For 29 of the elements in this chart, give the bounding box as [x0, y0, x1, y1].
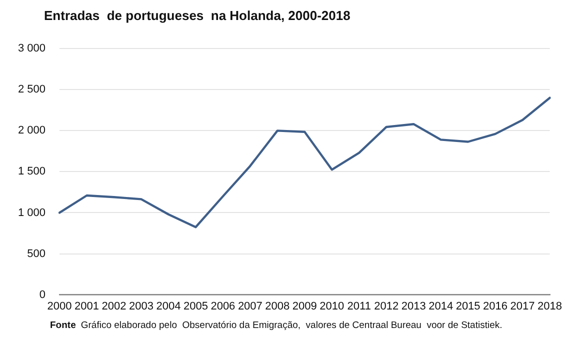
text: Gráfico elaborado pelo Observatório da Emigração, valores de Centraal Bureau voor de Statistiek.: [80, 320, 502, 331]
chart-title: Entradas de portugueses na Holanda, 2000-2018: [44, 8, 350, 23]
x-tick-label: 2006: [210, 300, 236, 312]
x-tick-label: 2014: [428, 300, 454, 312]
x-tick-label: 2008: [265, 300, 290, 312]
x-tick-label: 2001: [74, 300, 100, 312]
x-tick-label: 2012: [374, 300, 399, 312]
y-tick-label: 1 000: [18, 206, 46, 219]
x-tick-label: 2005: [183, 300, 208, 312]
x-tick-label: 2018: [538, 300, 562, 312]
x-tick-label: 2015: [456, 300, 480, 312]
y-tick-label: 2 000: [18, 124, 46, 137]
y-tick-label: 1 500: [18, 166, 46, 178]
x-tick-label: 2016: [483, 300, 508, 312]
x-tick-label: 2011: [347, 300, 371, 312]
x-tick-label: 2000: [47, 300, 72, 312]
x-tick-label: 2002: [102, 300, 126, 312]
y-tick-label: 500: [27, 248, 46, 260]
x-tick-label: 2009: [292, 300, 317, 312]
y-tick-label: 3 000: [18, 42, 46, 55]
y-tick-label: 2 500: [18, 84, 46, 96]
y-tick-label: 0: [39, 288, 46, 301]
text: Fonte: [50, 320, 76, 331]
x-tick-label: 2003: [128, 300, 154, 312]
x-tick-label: 2007: [238, 300, 262, 312]
x-tick-label: 2017: [510, 300, 535, 312]
x-tick-label: 2004: [156, 300, 181, 312]
x-tick-label: 2010: [320, 300, 344, 312]
x-tick-label: 2013: [401, 300, 426, 312]
